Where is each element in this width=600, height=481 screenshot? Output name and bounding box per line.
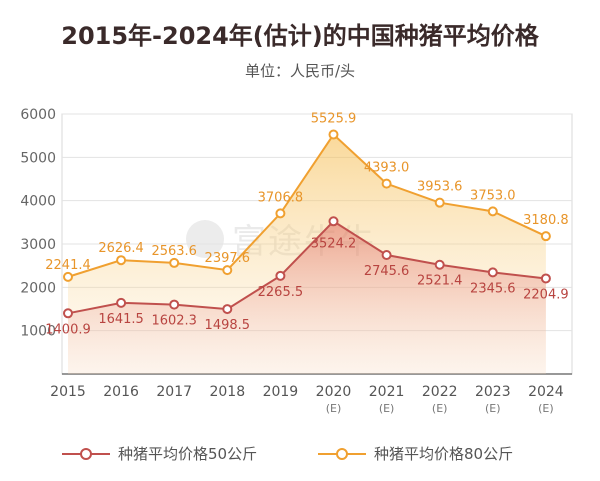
y-tick-label: 1000 — [20, 324, 56, 340]
data-point-0 — [434, 259, 445, 270]
data-label-1: 2626.4 — [98, 241, 144, 256]
data-point-1 — [434, 197, 445, 208]
data-label-0: 1498.5 — [205, 318, 251, 333]
data-label-0: 2745.6 — [364, 264, 410, 279]
data-point-1 — [222, 265, 233, 276]
x-tick-label: 2021 — [369, 384, 405, 400]
x-tick-note: (E) — [485, 402, 501, 415]
data-point-1 — [328, 129, 339, 140]
data-label-1: 3706.8 — [258, 190, 304, 205]
data-label-1: 3953.6 — [417, 180, 463, 195]
data-point-0 — [116, 297, 127, 308]
data-label-1: 3753.0 — [470, 188, 516, 203]
data-point-1 — [63, 271, 73, 282]
data-label-0: 2521.4 — [417, 274, 463, 289]
x-tick-note: (E) — [326, 402, 342, 415]
legend-label-50kg: 种猪平均价格50公斤 — [118, 445, 258, 463]
x-tick-label: 2020 — [316, 384, 352, 400]
x-tick-label: 2018 — [209, 384, 245, 400]
x-tick-note: (E) — [379, 402, 395, 415]
data-label-0: 1400.9 — [45, 322, 91, 337]
data-point-0 — [381, 250, 392, 261]
x-tick-note: (E) — [538, 402, 554, 415]
data-label-1: 5525.9 — [311, 112, 357, 127]
data-label-0: 2265.5 — [258, 285, 304, 300]
x-tick-label: 2023 — [475, 384, 511, 400]
data-point-1 — [275, 208, 286, 219]
data-point-1 — [487, 206, 498, 217]
data-label-1: 3180.8 — [523, 213, 569, 228]
data-point-0 — [328, 216, 339, 227]
data-label-0: 3524.2 — [311, 236, 357, 251]
series-line-1 — [67, 133, 547, 278]
x-tick-label: 2016 — [103, 384, 139, 400]
legend-swatch-80kg — [318, 447, 366, 461]
data-label-1: 2563.6 — [151, 244, 197, 259]
data-label-0: 1602.3 — [151, 314, 197, 329]
legend-item-50kg: 种猪平均价格50公斤 — [62, 443, 257, 464]
y-tick-label: 2000 — [20, 280, 56, 296]
y-tick-label: 4000 — [20, 194, 56, 210]
y-tick-label: 5000 — [20, 150, 56, 166]
data-label-1: 2241.4 — [45, 258, 91, 273]
legend-swatch-50kg — [62, 447, 110, 461]
data-point-1 — [540, 231, 551, 242]
chart-title: 2015年-2024年(估计)的中国种猪平均价格 — [61, 22, 539, 50]
data-point-1 — [381, 178, 392, 189]
data-point-0 — [63, 308, 73, 319]
x-tick-label: 2017 — [156, 384, 192, 400]
data-point-1 — [169, 257, 180, 268]
series-line-0 — [67, 220, 547, 315]
x-tick-label: 2024 — [528, 384, 564, 400]
data-point-0 — [169, 299, 180, 310]
data-label-0: 1641.5 — [98, 312, 144, 327]
data-point-0 — [487, 267, 498, 278]
x-tick-note: (E) — [432, 402, 448, 415]
data-label-1: 2397.6 — [205, 251, 251, 266]
x-tick-label: 2022 — [422, 384, 458, 400]
data-label-0: 2345.6 — [470, 281, 516, 296]
legend-item-80kg: 种猪平均价格80公斤 — [318, 443, 513, 464]
legend-label-80kg: 种猪平均价格80公斤 — [374, 445, 514, 463]
data-point-0 — [275, 270, 286, 281]
x-tick-label: 2019 — [263, 384, 299, 400]
x-tick-label: 2015 — [50, 384, 86, 400]
y-tick-label: 6000 — [20, 107, 56, 123]
data-point-0 — [540, 273, 551, 284]
y-tick-label: 3000 — [20, 237, 56, 253]
chart-subtitle: 单位：人民币/头 — [244, 62, 356, 80]
series-area-0 — [68, 221, 546, 374]
data-label-0: 2204.9 — [523, 287, 569, 302]
data-point-1 — [116, 255, 127, 266]
data-label-1: 4393.0 — [364, 161, 410, 176]
data-point-0 — [222, 304, 233, 315]
watermark-logo-icon — [186, 219, 224, 258]
